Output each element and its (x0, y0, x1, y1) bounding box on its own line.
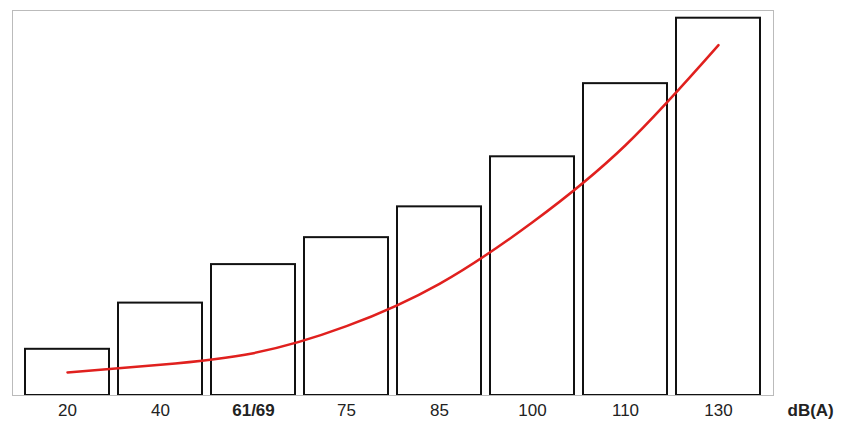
svg-text:130: 130 (704, 401, 732, 420)
svg-text:85: 85 (430, 401, 449, 420)
svg-text:61/69: 61/69 (232, 401, 275, 420)
svg-text:110: 110 (612, 401, 639, 420)
svg-text:dB(A): dB(A) (788, 401, 834, 420)
svg-text:75: 75 (337, 401, 356, 420)
svg-text:100: 100 (518, 401, 546, 420)
svg-text:20: 20 (58, 401, 77, 420)
svg-text:40: 40 (151, 401, 170, 420)
